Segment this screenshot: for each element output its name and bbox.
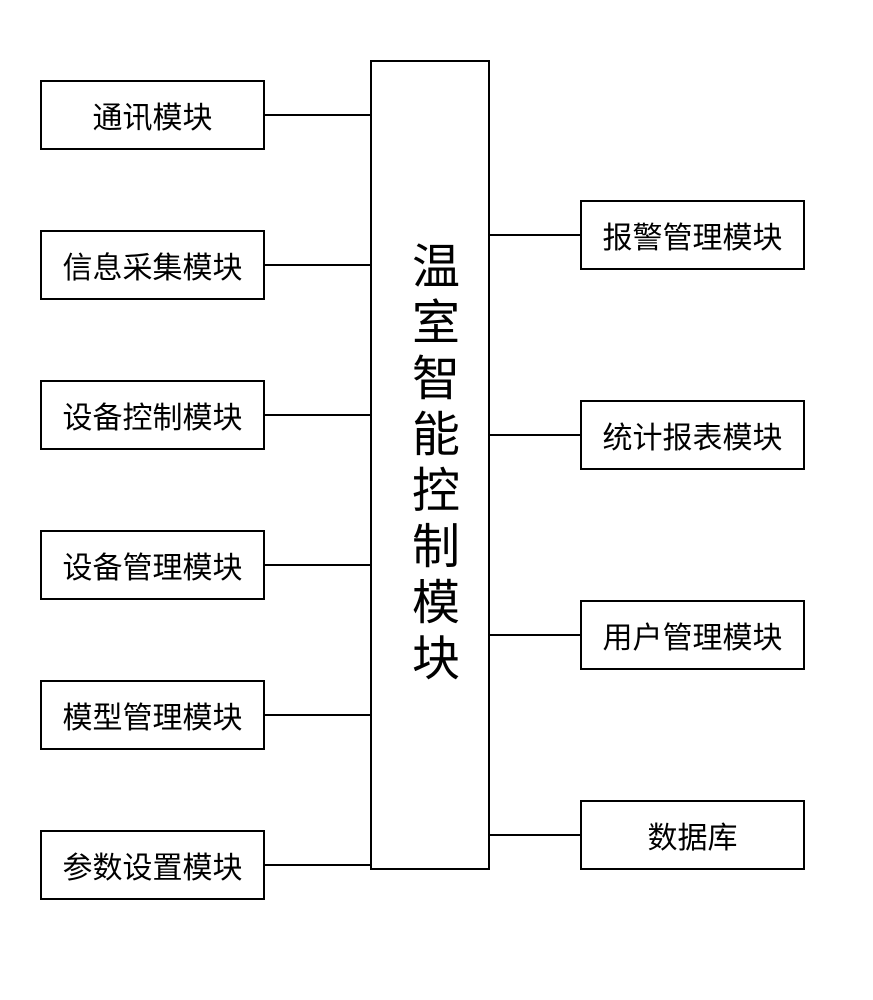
node-user: 用户管理模块 bbox=[580, 600, 805, 670]
node-info-label: 信息采集模块 bbox=[63, 243, 243, 287]
node-alarm: 报警管理模块 bbox=[580, 200, 805, 270]
node-devmgr-label: 设备管理模块 bbox=[63, 543, 243, 587]
node-comm-label: 通讯模块 bbox=[93, 93, 213, 137]
center-module-label: 温室智能控制模块 bbox=[395, 241, 465, 689]
node-db: 数据库 bbox=[580, 800, 805, 870]
node-info: 信息采集模块 bbox=[40, 230, 265, 300]
node-stats: 统计报表模块 bbox=[580, 400, 805, 470]
node-user-label: 用户管理模块 bbox=[603, 613, 783, 657]
node-devctl: 设备控制模块 bbox=[40, 380, 265, 450]
node-model-label: 模型管理模块 bbox=[63, 693, 243, 737]
center-module-node: 温室智能控制模块 bbox=[370, 60, 490, 870]
node-stats-label: 统计报表模块 bbox=[603, 413, 783, 457]
node-alarm-label: 报警管理模块 bbox=[603, 213, 783, 257]
node-devctl-label: 设备控制模块 bbox=[63, 393, 243, 437]
node-model: 模型管理模块 bbox=[40, 680, 265, 750]
node-comm: 通讯模块 bbox=[40, 80, 265, 150]
node-db-label: 数据库 bbox=[648, 813, 738, 857]
node-devmgr: 设备管理模块 bbox=[40, 530, 265, 600]
node-param-label: 参数设置模块 bbox=[63, 843, 243, 887]
node-param: 参数设置模块 bbox=[40, 830, 265, 900]
